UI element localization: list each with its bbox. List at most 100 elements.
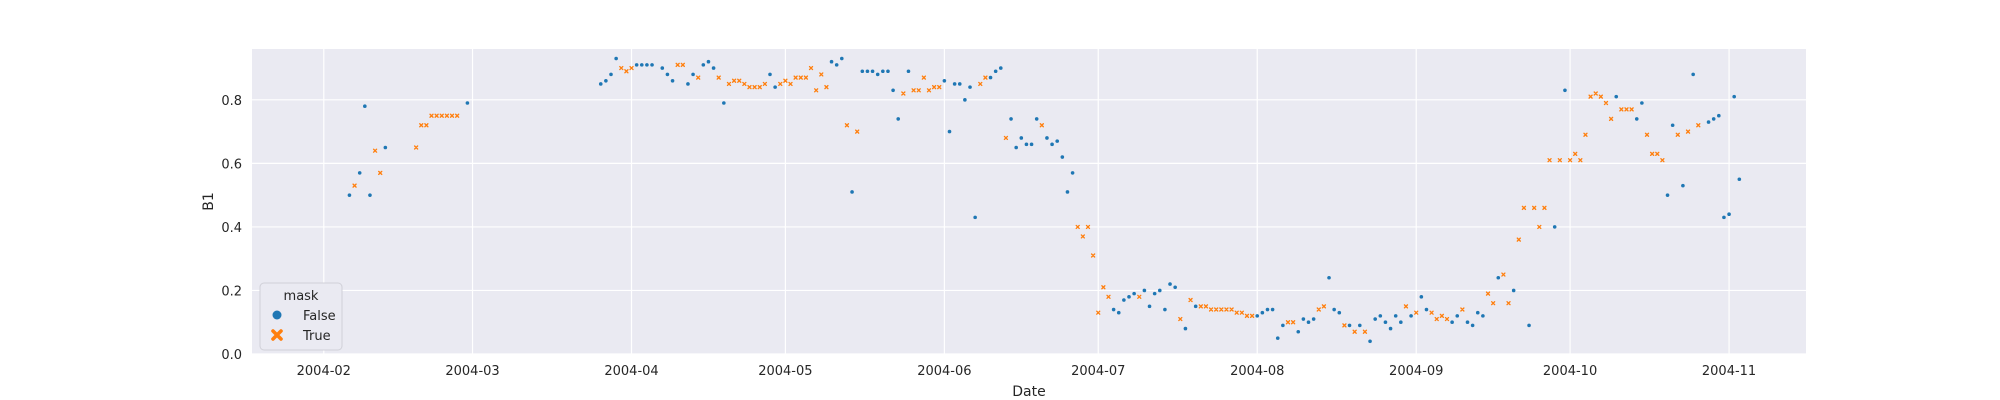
data-point [722, 101, 726, 105]
y-tick-label: 0.2 [221, 284, 242, 299]
data-point [1537, 224, 1542, 230]
grid-lines [252, 49, 1806, 355]
y-tick-label: 0.0 [221, 348, 242, 363]
data-point [1634, 117, 1639, 121]
x-tick-label: 2004-08 [1230, 364, 1284, 379]
data-point [1567, 158, 1573, 163]
data-point [1075, 224, 1080, 230]
x-axis-ticks: 2004-02 2004-03 2004-04 2004-05 2004-06 2004-… [297, 364, 1757, 379]
data-point [1244, 313, 1250, 319]
legend-entry-false: False [272, 309, 336, 324]
data-point [1450, 320, 1454, 325]
data-point [1239, 310, 1245, 315]
data-point [1644, 132, 1650, 137]
data-point [604, 78, 608, 83]
data-point [752, 84, 757, 90]
data-point [444, 113, 450, 118]
data-point [855, 129, 860, 134]
data-point [1516, 237, 1521, 242]
data-point [357, 171, 362, 175]
data-point [901, 91, 906, 96]
data-point [916, 88, 921, 93]
data-point [1327, 275, 1331, 280]
data-point [706, 59, 711, 64]
data-point [1588, 94, 1593, 99]
data-point [449, 113, 455, 118]
data-point [937, 84, 942, 90]
data-point [1260, 310, 1265, 315]
data-point [1111, 307, 1116, 312]
data-point [1368, 339, 1372, 344]
data-point [1434, 316, 1439, 322]
data-point [1290, 320, 1296, 325]
legend-entries: False True [271, 309, 336, 344]
data-point [808, 65, 814, 71]
data-point [840, 56, 844, 61]
data-point [1050, 142, 1054, 147]
data-point [347, 193, 352, 197]
data-point [1311, 317, 1316, 321]
data-point [413, 145, 419, 150]
data-point [844, 123, 850, 128]
data-point [1603, 100, 1609, 106]
data-point [1573, 151, 1578, 157]
data-point [813, 88, 819, 93]
data-point [1198, 304, 1203, 309]
data-point [978, 81, 983, 87]
data-point [1675, 132, 1680, 137]
data-point [465, 101, 470, 105]
data-point [1275, 336, 1280, 340]
data-point [363, 104, 367, 108]
data-point [988, 75, 993, 80]
data-point [1439, 313, 1445, 319]
data-point [352, 183, 357, 188]
legend-title: mask [284, 289, 319, 304]
data-point [1024, 142, 1029, 147]
data-point [696, 75, 701, 80]
x-tick-label: 2004-09 [1389, 364, 1443, 379]
x-axis-label: Date [1012, 384, 1045, 400]
data-point [1717, 113, 1721, 118]
data-point [1070, 171, 1075, 175]
x-tick-label: 2004-02 [297, 364, 351, 379]
data-point [650, 63, 654, 67]
data-point [891, 88, 895, 93]
legend-label: False [303, 309, 336, 324]
data-point [1696, 123, 1701, 128]
data-point [1096, 310, 1101, 315]
data-point [1393, 314, 1398, 318]
y-axis-label: B1 [201, 192, 217, 211]
data-point [1301, 317, 1306, 321]
data-point [1214, 307, 1219, 312]
data-point [1060, 155, 1065, 159]
x-tick-label: 2004-10 [1543, 364, 1597, 379]
data-point [1173, 285, 1177, 290]
data-point [1660, 158, 1665, 163]
data-point [1163, 307, 1167, 312]
data-point [670, 78, 675, 83]
data-point [1034, 117, 1039, 121]
data-point [747, 84, 752, 90]
data-point [1737, 177, 1742, 182]
data-point [911, 88, 916, 93]
data-point [1722, 215, 1726, 220]
data-point [1332, 307, 1336, 312]
data-point [973, 215, 977, 220]
data-point [1399, 320, 1403, 325]
data-point [1316, 307, 1321, 312]
data-point [1506, 300, 1511, 306]
data-point [1578, 158, 1583, 163]
legend: mask False True [259, 282, 343, 351]
data-point [870, 69, 875, 74]
data-point [1378, 314, 1383, 318]
data-point [881, 69, 885, 74]
data-point [619, 65, 624, 71]
data-point [1358, 323, 1362, 328]
data-point [1281, 323, 1285, 328]
data-point [1132, 291, 1136, 296]
data-point [1470, 323, 1475, 328]
data-point [1557, 158, 1562, 163]
data-point [1665, 193, 1670, 197]
legend-marker [271, 329, 283, 341]
data-point [1424, 307, 1429, 312]
